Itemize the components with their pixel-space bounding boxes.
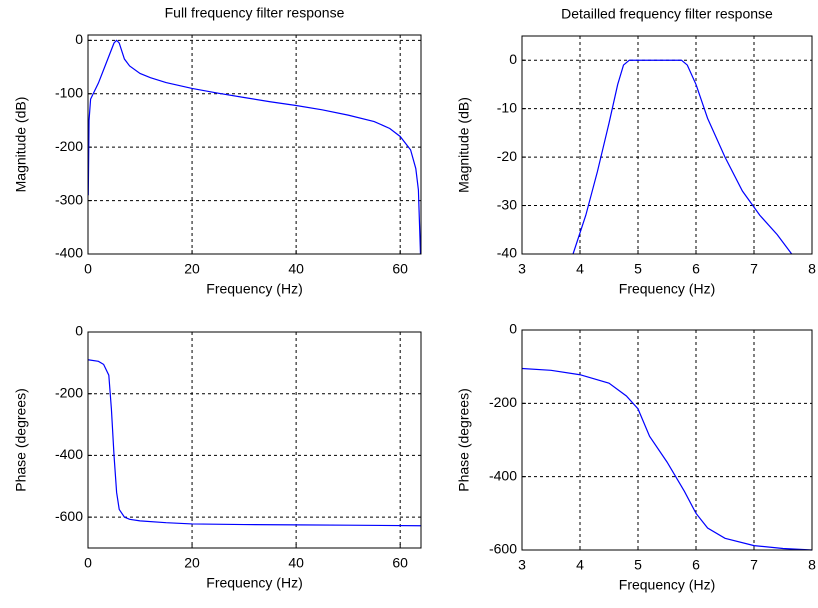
x-tick-label: 8 bbox=[808, 557, 816, 573]
y-axis-label: Phase (degrees) bbox=[13, 388, 29, 492]
y-axis-label: Magnitude (dB) bbox=[456, 97, 472, 193]
x-tick-label: 60 bbox=[392, 261, 408, 277]
x-tick-label: 20 bbox=[184, 261, 200, 277]
x-tick-label: 5 bbox=[634, 557, 642, 573]
line bbox=[521, 367, 813, 551]
plot-area bbox=[522, 330, 812, 550]
x-tick-label: 7 bbox=[750, 261, 758, 277]
y-tick-label: -200 bbox=[55, 138, 83, 154]
x-axis-label: Frequency (Hz) bbox=[619, 577, 715, 593]
y-tick-label: -200 bbox=[489, 394, 517, 410]
y-tick-label: -600 bbox=[55, 508, 83, 524]
y-tick-label: -400 bbox=[55, 245, 83, 261]
y-tick-label: 0 bbox=[509, 321, 517, 337]
x-tick-label: 40 bbox=[288, 261, 304, 277]
x-axis-label: Frequency (Hz) bbox=[619, 281, 715, 297]
x-tick-label: 6 bbox=[692, 557, 700, 573]
y-axis-label: Phase (degrees) bbox=[456, 388, 472, 492]
y-axis-label: Magnitude (dB) bbox=[13, 97, 29, 193]
y-tick-label: 0 bbox=[75, 323, 83, 339]
y-tick-label: -200 bbox=[55, 384, 83, 400]
x-tick-label: 4 bbox=[576, 261, 584, 277]
x-tick-label: 20 bbox=[184, 555, 200, 571]
y-tick-label: -400 bbox=[55, 446, 83, 462]
line bbox=[87, 39, 422, 255]
y-tick-label: -100 bbox=[55, 84, 83, 100]
x-axis-label: Frequency (Hz) bbox=[206, 281, 302, 297]
plot-area bbox=[88, 35, 421, 254]
axes-box bbox=[521, 35, 813, 255]
x-tick-label: 40 bbox=[288, 555, 304, 571]
y-tick-label: -600 bbox=[489, 541, 517, 557]
x-tick-label: 6 bbox=[692, 261, 700, 277]
x-tick-label: 4 bbox=[576, 557, 584, 573]
chart-title: Full frequency filter response bbox=[165, 5, 345, 21]
y-tick-label: -400 bbox=[489, 467, 517, 483]
x-tick-label: 60 bbox=[392, 555, 408, 571]
axes-box bbox=[521, 329, 813, 551]
x-tick-label: 3 bbox=[518, 261, 526, 277]
y-tick-label: 0 bbox=[75, 31, 83, 47]
plot-area bbox=[88, 332, 421, 548]
y-tick-label: -20 bbox=[497, 148, 517, 164]
y-tick-label: -300 bbox=[55, 191, 83, 207]
axes-box bbox=[87, 331, 422, 549]
plot-area bbox=[522, 36, 812, 254]
x-axis-label: Frequency (Hz) bbox=[206, 575, 302, 591]
y-tick-label: 0 bbox=[509, 51, 517, 67]
x-tick-label: 0 bbox=[84, 261, 92, 277]
y-tick-label: -30 bbox=[497, 196, 517, 212]
line bbox=[87, 359, 422, 527]
axes-box bbox=[87, 34, 422, 255]
y-tick-label: -40 bbox=[497, 245, 517, 261]
line bbox=[572, 59, 793, 255]
x-tick-label: 7 bbox=[750, 557, 758, 573]
y-tick-label: -10 bbox=[497, 99, 517, 115]
x-tick-label: 5 bbox=[634, 261, 642, 277]
chart-title: Detailled frequency filter response bbox=[561, 6, 773, 22]
x-tick-label: 8 bbox=[808, 261, 816, 277]
x-tick-label: 3 bbox=[518, 557, 526, 573]
x-tick-label: 0 bbox=[84, 555, 92, 571]
